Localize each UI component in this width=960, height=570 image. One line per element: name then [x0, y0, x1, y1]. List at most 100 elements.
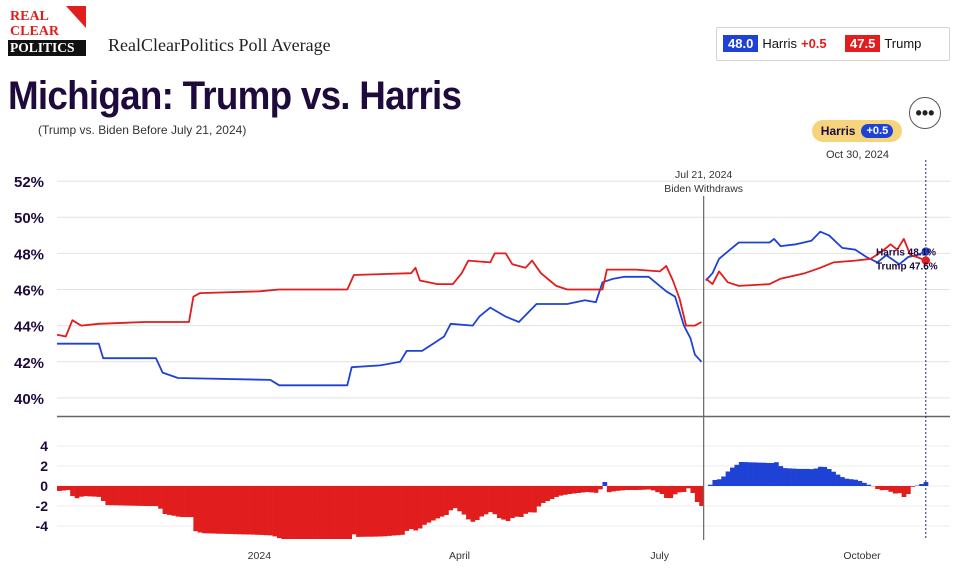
- spread-bar: [136, 486, 141, 506]
- spread-bar: [127, 486, 133, 506]
- spread-bar: [206, 486, 212, 534]
- spread-bar: [633, 486, 638, 490]
- badge-date: Oct 30, 2024: [826, 149, 889, 161]
- spread-bar: [285, 486, 291, 539]
- spread-bar: [919, 484, 924, 486]
- spread-bar: [281, 486, 287, 539]
- series-line-harris[interactable]: [57, 275, 703, 387]
- spread-bar: [395, 486, 401, 536]
- spread-bar: [813, 468, 819, 486]
- spread-bar: [857, 480, 863, 486]
- spread-bar: [338, 486, 344, 539]
- spread-bar: [690, 486, 696, 493]
- leader-badge: Harris +0.5: [812, 120, 902, 142]
- spread-bar: [347, 486, 353, 539]
- spread-bar: [589, 486, 594, 493]
- spread-bar: [430, 486, 436, 521]
- y-tick-label: 44%: [14, 319, 44, 336]
- spread-bar: [479, 486, 485, 517]
- spread-bar: [215, 486, 221, 534]
- spread-bar: [342, 486, 348, 539]
- spread-bar: [642, 486, 647, 490]
- y-tick-label: 40%: [14, 391, 44, 408]
- logo-text: POLITICS: [10, 40, 75, 55]
- logo-text: REAL: [10, 9, 49, 24]
- spread-bar: [760, 462, 766, 486]
- spread-bar: [118, 486, 124, 506]
- series-line-trump[interactable]: [705, 237, 927, 287]
- spread-bar: [848, 479, 854, 486]
- spread-bar: [369, 486, 375, 537]
- legend-trump[interactable]: 47.5 Trump: [845, 35, 921, 52]
- more-options-button[interactable]: •••: [909, 97, 941, 129]
- spread-bar: [686, 486, 691, 489]
- harris-end-label: Harris 48.1%: [876, 248, 936, 259]
- spread-bar: [57, 486, 62, 491]
- spread-bar: [122, 486, 128, 506]
- spread-bar: [276, 486, 282, 539]
- spread-bar: [809, 469, 814, 486]
- spread-bar: [672, 486, 678, 495]
- spread-bar: [303, 486, 309, 539]
- spread-bar: [615, 486, 621, 491]
- spread-bar: [567, 486, 572, 494]
- spread-bar: [153, 486, 159, 506]
- spread-bar: [78, 486, 84, 497]
- spread-bar: [470, 486, 476, 522]
- trump-value: 47.5: [845, 35, 881, 52]
- legend-harris[interactable]: 48.0 Harris +0.5: [723, 35, 827, 52]
- legend-box: 48.0 Harris +0.5 47.5 Trump: [716, 27, 950, 61]
- spread-bar: [712, 480, 718, 486]
- y-tick-label: 42%: [14, 355, 44, 372]
- harris-end-dot[interactable]: [921, 247, 931, 256]
- spread-bar: [835, 474, 841, 486]
- spread-bar: [571, 486, 577, 494]
- spread-bar: [400, 486, 405, 535]
- trump-end-dot[interactable]: [921, 256, 931, 265]
- x-tick-label: July: [650, 550, 669, 562]
- site-title[interactable]: RealClearPolitics Poll Average: [108, 35, 331, 55]
- series-line-trump[interactable]: [56, 252, 702, 338]
- spread-bar: [74, 486, 80, 499]
- spread-bar: [461, 486, 467, 515]
- spread-bar: [884, 486, 889, 490]
- spread-bar: [246, 486, 251, 535]
- spread-bar: [901, 486, 907, 497]
- y-tick-label: 48%: [14, 246, 44, 263]
- spread-bar: [536, 486, 542, 507]
- spread-bar: [593, 486, 599, 493]
- spread-bar: [426, 486, 432, 523]
- spread-bar: [501, 486, 506, 520]
- spread-bar: [822, 467, 828, 486]
- rcp-logo[interactable]: REAL CLEAR POLITICS: [8, 6, 86, 56]
- spread-bar: [562, 486, 568, 495]
- spread-bar: [558, 486, 564, 496]
- spread-bar: [382, 486, 388, 537]
- spread-bar: [87, 486, 93, 497]
- spread-bar: [175, 486, 181, 517]
- spread-bar: [224, 486, 229, 534]
- harris-spread: +0.5: [800, 36, 827, 51]
- spread-bar: [734, 464, 740, 486]
- spread-tick-label: 0: [40, 478, 48, 494]
- spread-bar: [435, 486, 441, 519]
- spread-bar: [149, 486, 155, 506]
- spread-bar: [611, 486, 616, 492]
- spread-bar: [417, 486, 423, 529]
- spread-bar: [263, 486, 269, 536]
- spread-bar: [413, 486, 419, 531]
- spread-bar: [466, 486, 471, 520]
- badge-spread: +0.5: [861, 124, 894, 138]
- spread-bar: [602, 482, 608, 486]
- spread-bar: [831, 471, 836, 486]
- spread-bar: [188, 486, 194, 518]
- page-title: Michigan: Trump vs. Harris: [8, 74, 462, 118]
- spread-tick-label: 2: [40, 458, 48, 474]
- spread-bar: [518, 486, 524, 517]
- spread-bar: [140, 486, 146, 506]
- spread-bar: [514, 486, 520, 517]
- spread-bar: [378, 486, 383, 537]
- series-line-harris[interactable]: [705, 230, 927, 282]
- spread-bar: [782, 468, 788, 486]
